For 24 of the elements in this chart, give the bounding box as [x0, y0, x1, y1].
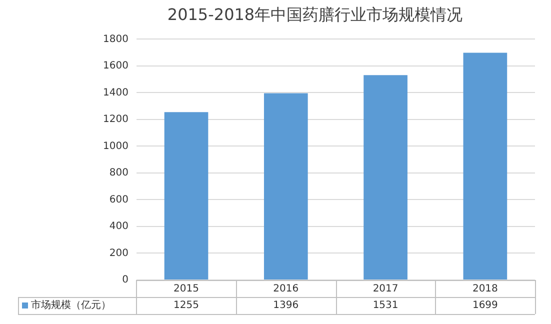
bar	[364, 75, 408, 280]
bar	[264, 93, 308, 280]
y-tick-label: 1400	[102, 87, 128, 98]
bar	[164, 112, 208, 280]
data-label: 1396	[273, 300, 299, 312]
data-label: 1531	[372, 300, 398, 312]
y-tick-label: 400	[109, 221, 128, 232]
y-tick-label: 1800	[102, 34, 128, 45]
legend-label: 市场规模（亿元）	[31, 299, 111, 312]
y-tick-label: 800	[109, 168, 128, 179]
y-tick-label: 600	[109, 194, 128, 206]
y-tick-label: 200	[109, 248, 128, 259]
y-tick-label: 0	[122, 274, 128, 286]
y-tick-label: 1200	[102, 114, 128, 126]
x-tick-label: 2016	[273, 284, 299, 295]
x-tick-label: 2017	[372, 284, 398, 295]
y-tick-label: 1600	[102, 60, 128, 72]
data-label: 1699	[472, 300, 498, 312]
x-tick-label: 2018	[472, 284, 498, 295]
chart-title: 2015-2018年中国药膳行业市场规模情况	[167, 4, 463, 24]
bar	[463, 52, 508, 280]
data-label: 1255	[174, 300, 199, 312]
x-tick-label: 2015	[174, 284, 199, 295]
y-tick-label: 1000	[102, 140, 128, 152]
